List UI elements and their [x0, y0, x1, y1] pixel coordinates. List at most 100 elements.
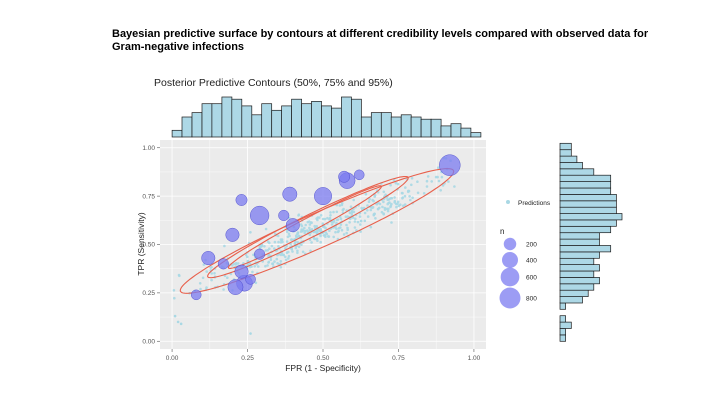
x-histogram-bar: [171, 129, 183, 138]
prediction-point: [363, 219, 367, 223]
x-histogram-bar: [221, 96, 233, 138]
x-tick-label: 0.50: [317, 355, 330, 362]
x-histogram-bar: [181, 116, 193, 138]
prediction-point: [345, 223, 348, 227]
prediction-point: [330, 223, 334, 226]
prediction-point: [369, 208, 373, 212]
legend-predictions-label: Predictions: [518, 200, 551, 207]
prediction-point: [441, 184, 445, 187]
prediction-point: [440, 175, 444, 179]
prediction-point: [373, 193, 377, 197]
prediction-point: [389, 205, 392, 209]
prediction-point: [386, 209, 390, 213]
prediction-point: [372, 199, 375, 203]
x-histogram-bar: [251, 114, 263, 138]
prediction-point: [284, 258, 288, 262]
prediction-point: [384, 193, 387, 196]
prediction-point: [436, 175, 439, 179]
prediction-point: [383, 206, 387, 210]
observed-point: [217, 258, 229, 270]
prediction-point: [393, 199, 397, 203]
x-tick-label: 0.75: [392, 355, 405, 362]
prediction-point: [179, 322, 183, 326]
prediction-point: [263, 245, 266, 248]
y-axis-ticks: 0.00 0.25 0.50 0.75 1.00: [142, 145, 160, 345]
prediction-point: [352, 198, 356, 202]
y-histogram-bar: [559, 302, 566, 310]
x-histogram-bar: [281, 105, 292, 138]
prediction-point: [249, 332, 252, 335]
x-marginal-histogram: [171, 96, 482, 138]
prediction-point: [280, 238, 284, 241]
prediction-point: [268, 247, 271, 250]
prediction-point: [317, 229, 320, 232]
y-histogram-bar: [559, 257, 595, 265]
prediction-point: [367, 200, 371, 203]
prediction-point: [410, 176, 414, 180]
observed-point: [278, 209, 290, 221]
prediction-point: [404, 186, 407, 189]
x-histogram-bar: [321, 105, 332, 138]
prediction-point: [246, 259, 250, 263]
prediction-point: [334, 230, 337, 234]
prediction-point: [273, 240, 277, 244]
prediction-point: [437, 179, 441, 183]
x-histogram-bar: [351, 98, 362, 138]
prediction-point: [273, 247, 276, 250]
prediction-point: [173, 314, 177, 318]
legend-size-label: 600: [526, 275, 537, 282]
prediction-point: [264, 227, 268, 231]
prediction-point: [301, 228, 304, 231]
prediction-point: [338, 204, 342, 207]
y-histogram-bar: [559, 296, 583, 304]
y-axis-label: TPR (Sensitivity): [136, 212, 146, 275]
prediction-point: [276, 234, 280, 238]
prediction-point: [297, 213, 301, 216]
prediction-point: [403, 203, 407, 206]
observed-point: [227, 279, 244, 295]
prediction-point: [388, 201, 391, 204]
y-histogram-bar: [559, 181, 612, 189]
prediction-point: [269, 258, 273, 262]
prediction-point: [359, 219, 363, 223]
prediction-point: [273, 232, 277, 235]
x-histogram-bar: [470, 132, 482, 138]
prediction-point: [284, 247, 287, 250]
prediction-point: [279, 253, 283, 257]
prediction-point: [408, 195, 411, 198]
prediction-point: [279, 260, 283, 263]
prediction-point: [245, 253, 248, 257]
prediction-point: [310, 221, 313, 224]
prediction-point: [223, 244, 226, 248]
y-histogram-bar: [559, 187, 612, 195]
observed-point: [354, 169, 365, 181]
prediction-point: [353, 226, 357, 229]
legend-size-key: [502, 252, 518, 268]
prediction-point: [284, 255, 287, 259]
prediction-point: [271, 262, 275, 266]
legend-size-label: 400: [526, 258, 537, 265]
x-tick-label: 0.00: [166, 355, 179, 362]
slide-title: Bayesian predictive surface by contours …: [112, 28, 649, 53]
prediction-point: [399, 203, 402, 206]
prediction-point: [382, 200, 385, 204]
y-histogram-bar: [559, 162, 583, 170]
y-histogram-bar: [559, 245, 612, 253]
prediction-point: [339, 217, 343, 221]
observed-point: [285, 218, 300, 233]
prediction-point: [319, 229, 323, 233]
prediction-point: [326, 216, 329, 220]
prediction-point: [316, 239, 319, 242]
prediction-point: [364, 192, 368, 196]
prediction-point: [259, 245, 262, 249]
y-tick-label: 0.75: [142, 193, 155, 200]
prediction-point: [304, 223, 308, 227]
prediction-point: [396, 182, 400, 186]
prediction-point: [314, 237, 318, 241]
observed-point: [201, 251, 216, 265]
prediction-point: [328, 216, 332, 220]
prediction-point: [389, 183, 392, 187]
prediction-point: [430, 180, 434, 183]
prediction-point: [266, 264, 269, 267]
prediction-point: [285, 240, 289, 243]
